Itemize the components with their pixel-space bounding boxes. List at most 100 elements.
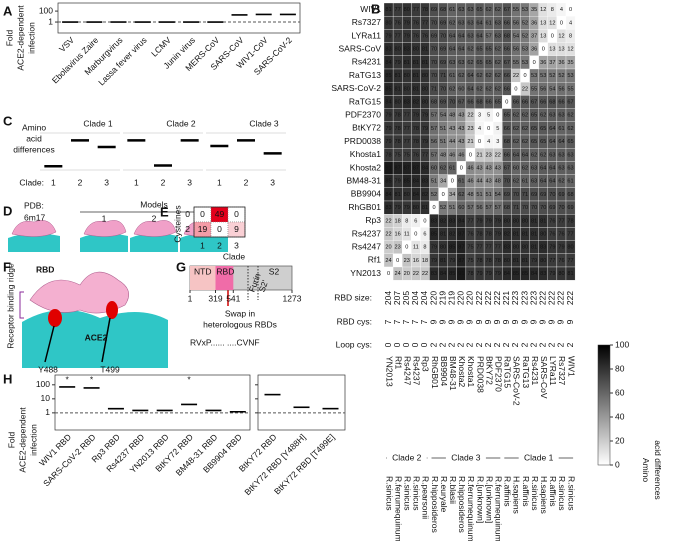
- cell-label: 67: [504, 165, 510, 171]
- cell-label: 62: [486, 86, 492, 92]
- cell-label: 51: [440, 126, 446, 132]
- column-label: PRD0038: [475, 356, 485, 393]
- row-label: BB9904: [351, 189, 382, 199]
- cell-label: 61: [458, 179, 464, 185]
- cell-label: 80: [422, 73, 428, 79]
- swap-label: Swap in: [225, 308, 256, 318]
- cell-label: 46: [449, 152, 455, 158]
- cell-label: 64: [549, 165, 555, 171]
- column-value: 223: [519, 291, 529, 305]
- cell-label: 0: [542, 47, 545, 53]
- cell-label: 55: [513, 60, 519, 66]
- cell-label: 65: [540, 139, 546, 145]
- y-axis-label: differences: [13, 144, 54, 154]
- cell-label: 55: [567, 86, 573, 92]
- y-axis-label: infection: [28, 424, 38, 456]
- cell-label: 65: [486, 47, 492, 53]
- cell-label: 69: [440, 20, 446, 26]
- cell-label: 80: [404, 86, 410, 92]
- cell-label: 81: [395, 73, 401, 79]
- cell-label: 80: [404, 73, 410, 79]
- cell-label: 63: [458, 7, 464, 13]
- cell-label: 64: [476, 33, 482, 39]
- cell-label: 44: [476, 179, 482, 185]
- cell-label: 81: [440, 231, 446, 237]
- cell-label: 77: [422, 152, 428, 158]
- y-tick-label: 100: [36, 379, 50, 389]
- plot-frame: [257, 374, 346, 431]
- cell-label: 76: [467, 231, 473, 237]
- cell-label: 65: [531, 139, 537, 145]
- row-label: BM48-31: [347, 175, 382, 185]
- row-label: WIV1: [360, 4, 381, 14]
- cell-label: 0: [387, 271, 390, 277]
- cell-label: 46: [467, 165, 473, 171]
- ace2-label: ACE2: [85, 332, 108, 342]
- cell-label: 0: [496, 113, 499, 119]
- cell-label: 80: [404, 7, 410, 13]
- column-label: SARS-CoV: [539, 356, 549, 399]
- cell-label: 69: [440, 60, 446, 66]
- column-value: 9: [556, 319, 566, 324]
- cell-label: 82: [440, 218, 446, 224]
- panel-letter: F: [3, 259, 11, 274]
- row-label: RhGB01: [348, 202, 381, 212]
- cell-label: 43: [476, 165, 482, 171]
- y-tick-label: 100: [39, 5, 53, 15]
- clade-label: Clade 3: [451, 452, 481, 462]
- cell-label: 64: [549, 179, 555, 185]
- cell-label: 63: [449, 60, 455, 66]
- column-value: 222: [483, 291, 493, 305]
- panel-letter: G: [176, 259, 186, 274]
- column-value: 9: [474, 319, 484, 324]
- cell-label: 60: [431, 165, 437, 171]
- column-label: PDF2370: [494, 356, 504, 392]
- column-value: 223: [510, 291, 520, 305]
- cell-label: 3: [496, 139, 499, 145]
- species-label: R.ferrumequinum^: [494, 476, 504, 541]
- cell-label: 77: [549, 258, 555, 264]
- domain-label: S2: [269, 266, 280, 276]
- cell-label: 22: [522, 86, 528, 92]
- cell-label: 11: [404, 231, 410, 237]
- column-value: 219: [437, 291, 447, 305]
- cell-label: 70: [513, 192, 519, 198]
- cell-label: 44: [449, 139, 455, 145]
- cell-label: 81: [531, 231, 537, 237]
- cell-label: 66: [513, 99, 519, 105]
- cell-label: 79: [486, 271, 492, 277]
- cell-label: 0: [217, 224, 222, 234]
- cell-label: 80: [567, 245, 573, 251]
- rbd-domain: [215, 266, 234, 290]
- cell-label: 69: [531, 192, 537, 198]
- cell-label: 53: [567, 73, 573, 79]
- cell-label: 64: [467, 73, 473, 79]
- cell-label: 68: [431, 99, 437, 105]
- cell-label: 0: [442, 192, 445, 198]
- cell-label: 62: [495, 47, 501, 53]
- cell-label: 62: [522, 139, 528, 145]
- cell-label: 79: [495, 231, 501, 237]
- structure-models: [8, 211, 228, 252]
- cell-label: 66: [540, 99, 546, 105]
- y-axis-label: ACE2-dependent: [15, 5, 25, 71]
- cell-label: 60: [458, 205, 464, 211]
- row-label: RaTG13: [349, 70, 381, 80]
- cell-label: 22: [495, 152, 501, 158]
- cell-label: 69: [549, 205, 555, 211]
- residue-label: 319: [208, 293, 222, 303]
- cell-label: 85: [522, 271, 528, 277]
- cell-label: 70: [540, 205, 546, 211]
- cell-label: 62: [558, 179, 564, 185]
- cell-label: 61: [567, 179, 573, 185]
- cell-label: 87: [458, 231, 464, 237]
- column-label: WIV1: [566, 356, 576, 377]
- cell-label: 62: [513, 113, 519, 119]
- cell-label: 80: [522, 218, 528, 224]
- colorbar: [597, 344, 611, 466]
- significance-mark: *: [66, 374, 70, 384]
- colorbar-label: acid differences: [653, 440, 663, 499]
- cell-label: 79: [422, 113, 428, 119]
- column-label: YN2013: [384, 356, 394, 387]
- cell-label: 57: [486, 205, 492, 211]
